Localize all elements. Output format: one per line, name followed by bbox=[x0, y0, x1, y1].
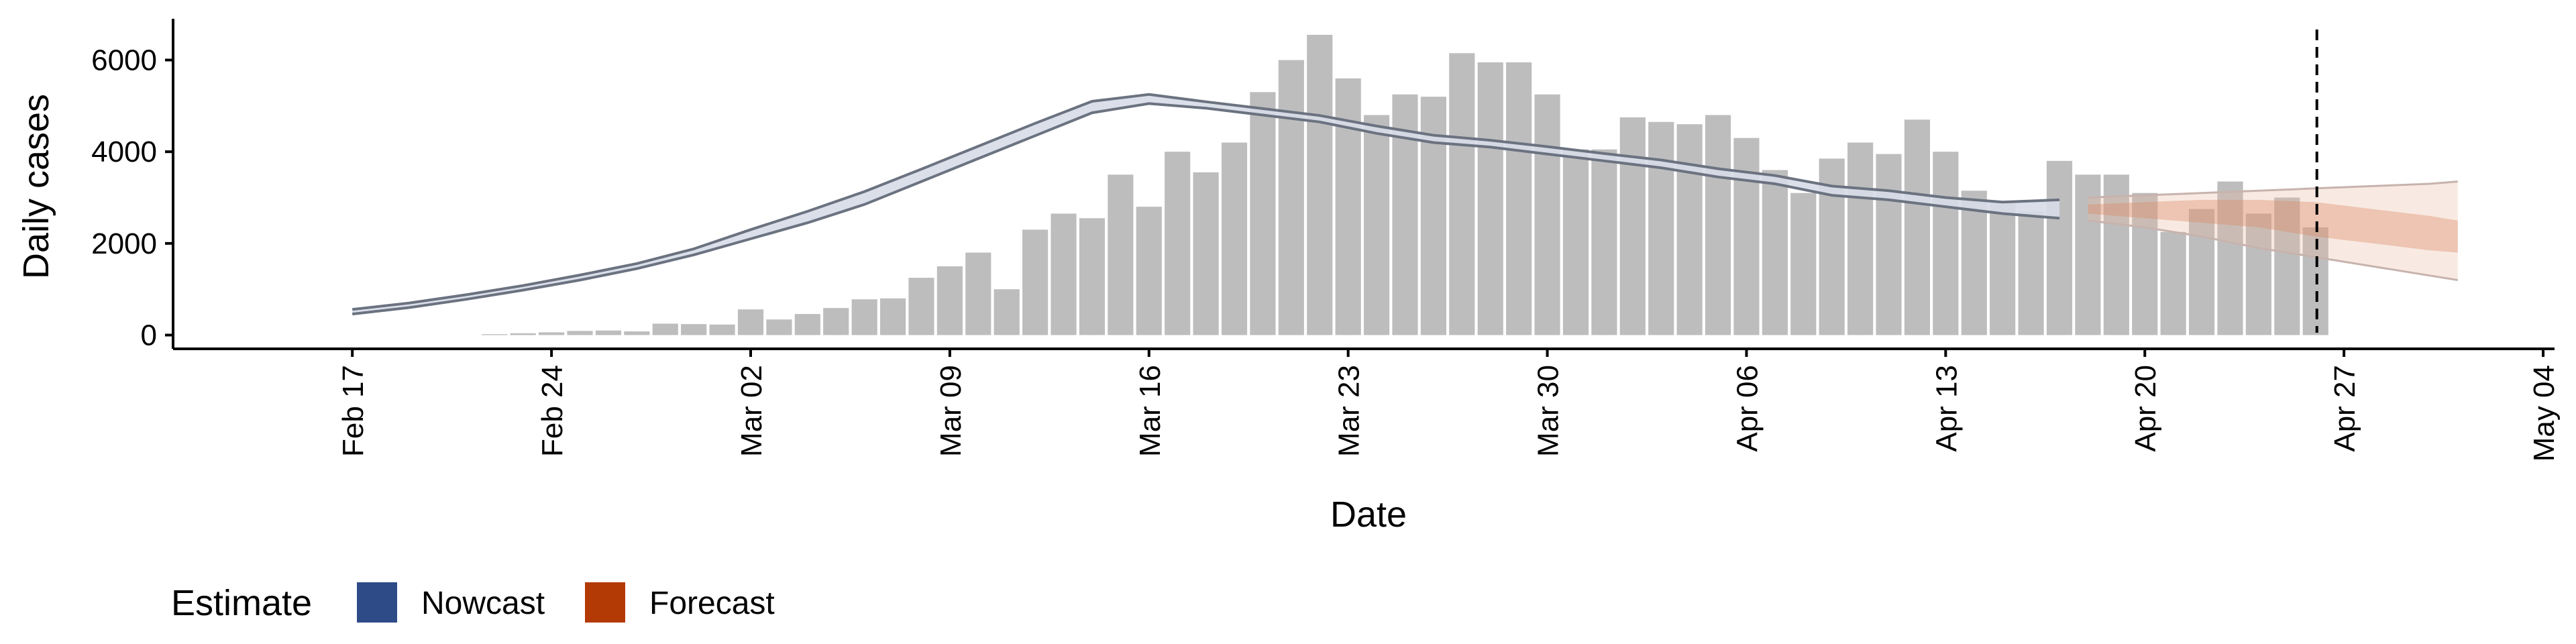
x-tick-label: Apr 13 bbox=[1930, 365, 1963, 452]
x-tick-label: Apr 06 bbox=[1731, 365, 1764, 452]
bar-2020-04-03 bbox=[1648, 121, 1674, 335]
bar-2020-03-18 bbox=[1193, 172, 1219, 335]
bar-2020-03-19 bbox=[1221, 142, 1248, 335]
bar-2020-02-29 bbox=[681, 324, 707, 335]
bar-2020-03-31 bbox=[1562, 149, 1589, 335]
legend-swatch-forecast bbox=[585, 582, 625, 623]
bar-2020-03-04 bbox=[794, 314, 820, 335]
bar-2020-03-15 bbox=[1108, 174, 1134, 335]
bar-2020-02-24 bbox=[539, 332, 565, 335]
bar-2020-02-27 bbox=[624, 331, 650, 335]
bar-2020-03-03 bbox=[766, 319, 792, 335]
bar-2020-03-06 bbox=[851, 299, 877, 335]
bar-2020-03-11 bbox=[994, 289, 1020, 335]
bar-2020-03-12 bbox=[1022, 229, 1049, 335]
bar-2020-03-08 bbox=[908, 278, 934, 335]
bar-2020-03-02 bbox=[737, 309, 764, 335]
y-tick-label: 6000 bbox=[91, 44, 157, 77]
y-axis-title: Daily cases bbox=[16, 94, 56, 279]
bar-2020-04-26 bbox=[2302, 227, 2328, 335]
x-tick-label: Feb 17 bbox=[337, 365, 370, 457]
forecast-lower-line bbox=[2088, 219, 2459, 281]
bar-2020-02-25 bbox=[567, 331, 593, 335]
bar-2020-02-26 bbox=[595, 330, 622, 335]
legend-swatch-nowcast bbox=[357, 582, 397, 623]
bar-2020-02-23 bbox=[510, 333, 536, 335]
bar-2020-03-21 bbox=[1278, 60, 1304, 335]
bar-2020-02-22 bbox=[482, 334, 508, 335]
nowcast-lower-line bbox=[352, 102, 2060, 316]
x-tick-label: Apr 20 bbox=[2129, 365, 2162, 452]
legend-label-nowcast: Nowcast bbox=[421, 586, 545, 621]
bar-2020-04-07 bbox=[1762, 170, 1788, 335]
bar-2020-04-12 bbox=[1904, 119, 1931, 335]
bar-2020-04-14 bbox=[1961, 191, 1987, 335]
bar-2020-04-19 bbox=[2103, 174, 2129, 335]
bar-2020-04-10 bbox=[1847, 142, 1874, 335]
bar-2020-03-07 bbox=[879, 298, 906, 335]
band-series bbox=[352, 93, 2459, 316]
y-tick-label: 2000 bbox=[91, 227, 157, 260]
bar-2020-03-29 bbox=[1506, 62, 1532, 335]
y-tick-label: 4000 bbox=[91, 136, 157, 168]
bar-2020-03-05 bbox=[823, 308, 849, 335]
bar-2020-04-25 bbox=[2274, 197, 2300, 335]
bar-2020-04-22 bbox=[2188, 209, 2215, 335]
bar-2020-04-06 bbox=[1733, 138, 1760, 335]
bar-2020-04-16 bbox=[2018, 211, 2044, 335]
bar-2020-03-28 bbox=[1477, 62, 1503, 335]
nowcast-upper-line bbox=[352, 93, 2060, 311]
bar-series bbox=[482, 34, 2328, 335]
bar-2020-04-01 bbox=[1591, 149, 1617, 335]
x-axis-title: Date bbox=[1330, 494, 1407, 535]
x-tick-label: Mar 30 bbox=[1532, 365, 1565, 457]
bar-2020-03-24 bbox=[1364, 115, 1390, 335]
bar-2020-03-01 bbox=[709, 324, 735, 335]
bar-2020-03-13 bbox=[1051, 213, 1077, 335]
x-tick-label: Feb 24 bbox=[536, 365, 569, 457]
x-axis-ticks: Feb 17 Feb 24 Mar 02 Mar 09 Mar 16 Mar 23 Mar … bbox=[337, 349, 2561, 462]
x-tick-label: Mar 02 bbox=[735, 365, 768, 457]
bar-2020-04-23 bbox=[2217, 181, 2243, 335]
bar-2020-02-28 bbox=[652, 323, 678, 335]
x-tick-label: Mar 16 bbox=[1134, 365, 1167, 457]
bar-2020-03-14 bbox=[1079, 218, 1106, 335]
forecast-upper-line bbox=[2088, 180, 2458, 199]
forecast-inner-band bbox=[2088, 199, 2458, 253]
x-tick-label: Mar 09 bbox=[934, 365, 967, 457]
bar-2020-03-17 bbox=[1165, 152, 1191, 335]
bar-2020-04-04 bbox=[1676, 124, 1703, 335]
bar-2020-04-08 bbox=[1790, 193, 1817, 335]
axes bbox=[172, 19, 2555, 350]
legend-label-forecast: Forecast bbox=[649, 586, 775, 621]
legend: Estimate Nowcast Forecast bbox=[171, 582, 775, 623]
bar-2020-04-15 bbox=[1990, 202, 2016, 335]
bar-2020-03-30 bbox=[1534, 94, 1560, 335]
legend-title: Estimate bbox=[171, 583, 312, 623]
bar-2020-04-17 bbox=[2046, 160, 2073, 335]
bar-2020-04-13 bbox=[1933, 152, 1959, 335]
bar-2020-04-02 bbox=[1619, 117, 1646, 335]
bar-2020-03-20 bbox=[1250, 92, 1276, 335]
x-tick-label: Apr 27 bbox=[2328, 365, 2361, 452]
bar-2020-04-05 bbox=[1705, 115, 1731, 335]
bar-2020-04-20 bbox=[2132, 193, 2158, 335]
y-axis-ticks: 0 2000 4000 6000 bbox=[91, 44, 173, 352]
bar-2020-03-10 bbox=[965, 252, 991, 335]
forecast-outer-band bbox=[2088, 181, 2458, 280]
x-tick-label: Mar 23 bbox=[1333, 365, 1366, 457]
bar-2020-03-16 bbox=[1136, 207, 1162, 335]
bar-2020-04-11 bbox=[1876, 154, 1902, 335]
bar-2020-04-24 bbox=[2245, 213, 2271, 335]
bar-2020-03-09 bbox=[936, 266, 963, 335]
y-tick-label: 0 bbox=[141, 319, 157, 352]
bar-2020-03-22 bbox=[1307, 34, 1333, 335]
bar-2020-03-27 bbox=[1449, 53, 1475, 335]
x-tick-label: May 04 bbox=[2528, 365, 2561, 462]
bar-2020-04-18 bbox=[2075, 174, 2101, 335]
bar-2020-03-23 bbox=[1335, 78, 1361, 335]
bar-2020-04-21 bbox=[2160, 231, 2186, 335]
